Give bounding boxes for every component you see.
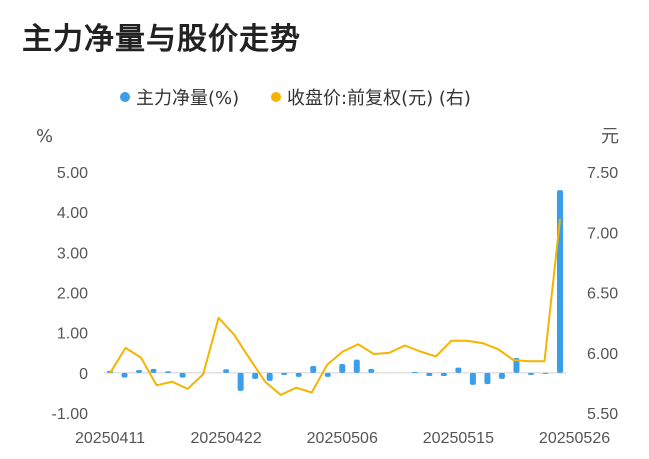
legend-label-net-volume: 主力净量(%) [136,88,239,109]
bar [324,372,331,377]
bar [165,371,172,373]
bar [281,372,288,375]
right-tick-label: 7.00 [587,225,618,242]
bar [223,369,230,373]
bar [542,372,549,374]
bar [310,366,317,373]
bar [252,372,259,379]
left-axis: 5.00 4.00 3.00 2.00 1.00 0 -1.00 [52,165,89,423]
bar [527,372,534,375]
bar [557,190,563,373]
bar [484,372,491,385]
left-tick-label: 4.00 [57,205,88,222]
bar [121,372,128,378]
legend-marker-close-price [271,92,281,102]
bar [455,367,462,373]
bar [513,357,520,373]
bar [150,368,157,373]
bar [295,372,302,377]
bar [426,372,433,377]
left-tick-label: 1.00 [57,326,88,343]
left-axis-unit: % [36,126,53,147]
left-tick-label: 5.00 [57,165,88,182]
right-axis-unit: 元 [601,126,619,147]
bar [266,372,273,381]
x-tick-label: 20250526 [539,430,610,447]
bar [237,372,244,391]
x-tick-label: 20250506 [307,430,378,447]
bar [179,372,186,378]
right-tick-label: 6.00 [587,346,618,363]
bar [339,363,346,373]
price-line [109,218,561,396]
bar [498,372,505,379]
bar [353,359,360,373]
x-tick-label: 20250411 [75,430,145,447]
bar-series [107,190,563,391]
x-tick-label: 20250515 [423,430,494,447]
legend-label-close-price: 收盘价:前复权(元) (右) [287,88,471,109]
right-tick-label: 5.50 [587,406,618,423]
right-tick-label: 6.50 [587,286,618,303]
x-axis: 20250411 20250422 20250506 20250515 20250526 [75,430,610,447]
bar [411,372,418,374]
bar [368,368,375,373]
left-tick-label: 3.00 [57,245,88,262]
left-tick-label: -1.00 [52,406,89,423]
x-tick-label: 20250422 [191,430,262,447]
line-series [109,218,561,396]
bar [440,372,447,377]
legend-marker-net-volume [120,92,130,102]
chart-title: 主力净量与股价走势 [22,22,301,57]
legend: 主力净量(%) 收盘价:前复权(元) (右) [120,88,471,109]
right-tick-label: 7.50 [587,165,618,182]
left-tick-label: 2.00 [57,286,88,303]
right-axis: 7.50 7.00 6.50 6.00 5.50 [587,165,618,423]
left-tick-label: 0 [79,366,88,383]
bar [469,372,476,385]
bar [136,370,143,373]
